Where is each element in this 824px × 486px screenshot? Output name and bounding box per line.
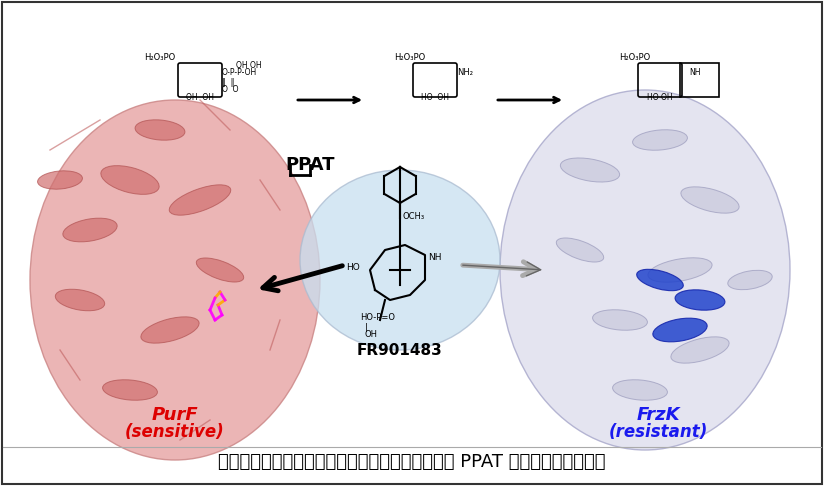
Ellipse shape	[55, 289, 105, 311]
Text: FrzK: FrzK	[636, 406, 680, 424]
Text: NH₂: NH₂	[457, 68, 473, 77]
Text: |: |	[365, 323, 368, 332]
Text: HO OH: HO OH	[647, 93, 673, 102]
Text: HO-P=O: HO-P=O	[360, 313, 395, 322]
Text: OH OH: OH OH	[236, 61, 262, 70]
Text: FR901483: FR901483	[357, 343, 442, 358]
Text: H₂O₃PO: H₂O₃PO	[620, 53, 651, 62]
Ellipse shape	[637, 269, 683, 291]
Text: (sensitive): (sensitive)	[125, 423, 225, 441]
Text: H₂O₃PO: H₂O₃PO	[395, 53, 426, 62]
Ellipse shape	[103, 380, 157, 400]
Text: PurF: PurF	[152, 406, 199, 424]
Ellipse shape	[101, 166, 159, 194]
Text: HO: HO	[346, 263, 360, 272]
Ellipse shape	[653, 318, 707, 342]
Text: H₂O₃PO: H₂O₃PO	[144, 53, 176, 62]
Text: OH  OH: OH OH	[186, 93, 214, 102]
Text: O  O: O O	[222, 85, 238, 94]
Text: PPAT: PPAT	[285, 156, 335, 174]
Ellipse shape	[556, 238, 604, 262]
Ellipse shape	[612, 380, 667, 400]
Text: OCH₃: OCH₃	[403, 212, 425, 221]
Ellipse shape	[500, 90, 790, 450]
Ellipse shape	[671, 337, 729, 363]
Text: NH: NH	[428, 253, 442, 262]
Ellipse shape	[648, 258, 712, 282]
Ellipse shape	[728, 270, 772, 290]
Ellipse shape	[560, 158, 620, 182]
Text: NH: NH	[689, 68, 700, 77]
Ellipse shape	[135, 120, 185, 140]
Ellipse shape	[592, 310, 648, 330]
Text: O-P-P-OH: O-P-P-OH	[222, 68, 257, 77]
Ellipse shape	[141, 317, 199, 343]
Ellipse shape	[681, 187, 739, 213]
Text: OH: OH	[365, 330, 378, 339]
Ellipse shape	[300, 170, 500, 350]
Ellipse shape	[169, 185, 231, 215]
Ellipse shape	[63, 218, 117, 242]
Text: HO  OH: HO OH	[421, 93, 449, 102]
Text: (resistant): (resistant)	[608, 423, 708, 441]
Text: ‖  ‖: ‖ ‖	[222, 78, 235, 87]
Ellipse shape	[196, 258, 244, 282]
Ellipse shape	[38, 171, 82, 189]
Ellipse shape	[675, 290, 725, 310]
Ellipse shape	[30, 100, 320, 460]
Ellipse shape	[633, 130, 687, 150]
Text: 抗生物質耐性タンパク質およびプリン生合成酵素 PPAT の抗生物質結合様式: 抗生物質耐性タンパク質およびプリン生合成酵素 PPAT の抗生物質結合様式	[218, 453, 606, 471]
